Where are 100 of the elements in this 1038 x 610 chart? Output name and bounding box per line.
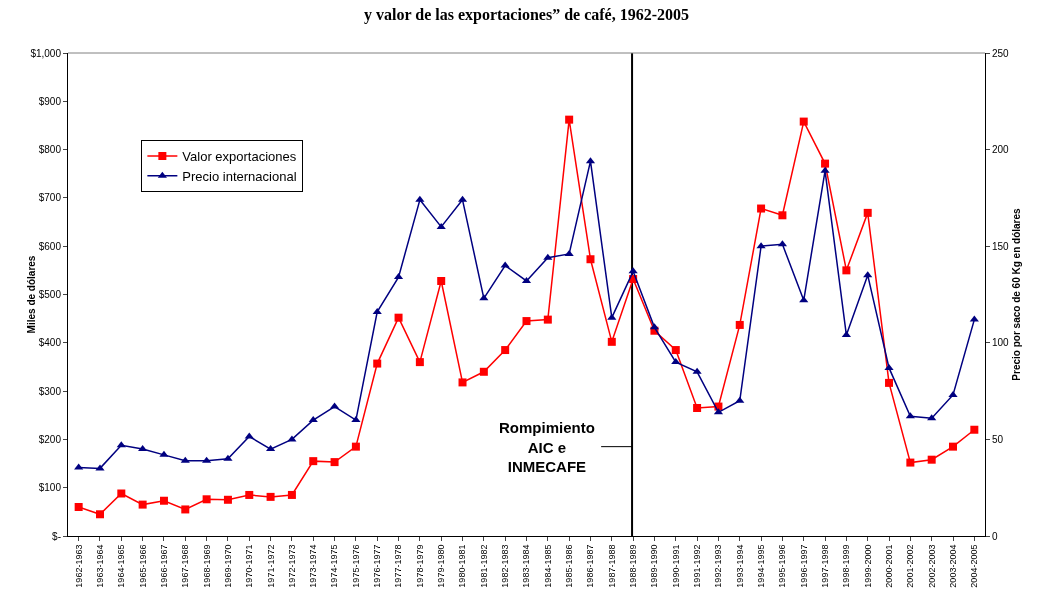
x-tick-label: 1972-1973 <box>286 544 297 588</box>
y-axis-title: Miles de dólares <box>25 255 37 334</box>
x-tick-label: 1990-1991 <box>670 544 681 588</box>
x-tick-label: 1998-1999 <box>841 544 852 588</box>
x-tick-label: 1992-1993 <box>713 544 724 588</box>
y-tick-label: $200 <box>38 433 62 445</box>
y-tick-label: $300 <box>38 385 62 397</box>
y2-axis-title: Precio por saco de 60 Kg en dólares <box>1011 207 1023 381</box>
point <box>181 505 190 514</box>
point <box>735 396 745 403</box>
point <box>820 166 830 173</box>
point <box>799 117 808 126</box>
point <box>394 313 403 322</box>
y-tick-label: $600 <box>38 240 62 252</box>
x-tick-label: 1994-1995 <box>756 544 767 588</box>
point <box>373 359 382 368</box>
point <box>309 457 318 466</box>
x-tick-label: 1988-1989 <box>628 544 639 588</box>
y2-tick-label: 100 <box>992 337 1010 349</box>
x-tick-label: 1996-1997 <box>798 544 809 588</box>
point <box>885 378 894 387</box>
point <box>970 425 979 434</box>
point <box>95 510 104 519</box>
x-tick-label: 2002-2003 <box>926 544 937 588</box>
point <box>117 489 126 498</box>
point <box>458 378 467 387</box>
x-tick-label: 2001-2002 <box>905 544 916 588</box>
x-tick-label: 1964-1965 <box>116 544 127 588</box>
y-tick-label: $800 <box>38 144 62 156</box>
point <box>415 195 425 202</box>
x-tick-label: 1987-1988 <box>606 544 617 588</box>
point <box>607 337 616 346</box>
x-tick-label: 2004-2005 <box>969 544 980 588</box>
point <box>522 317 531 326</box>
point <box>180 456 190 463</box>
point <box>821 159 830 168</box>
point <box>693 404 702 413</box>
y-tick-label: $1,000 <box>30 47 62 59</box>
y-tick-label: $700 <box>38 192 62 204</box>
point <box>330 458 339 467</box>
chart-title: y valor de las exportaciones” de café, 1962-2005 <box>364 6 689 25</box>
x-tick-label: 1985-1986 <box>564 544 575 588</box>
x-tick-label: 1968-1969 <box>201 544 212 588</box>
x-tick-label: 1984-1985 <box>542 544 553 588</box>
point <box>138 500 147 509</box>
point <box>842 266 851 275</box>
point <box>543 253 553 260</box>
y-tick-label: $500 <box>38 289 62 300</box>
x-tick-label: 1999-2000 <box>862 544 873 588</box>
point <box>671 346 680 355</box>
point <box>927 455 936 464</box>
point <box>905 412 915 419</box>
x-tick-label: 1971-1972 <box>265 544 276 588</box>
x-tick-label: 1997-1998 <box>819 544 830 588</box>
point <box>159 450 169 457</box>
point <box>415 358 424 367</box>
x-tick-label: 1974-1975 <box>329 544 340 588</box>
y-tick-label: $100 <box>38 482 62 494</box>
x-tick-label: 1965-1966 <box>137 544 148 588</box>
point <box>778 211 787 220</box>
x-tick-label: 2000-2001 <box>883 544 894 588</box>
point <box>757 204 766 213</box>
point <box>500 261 510 268</box>
ref-line-label: Rompimiento AIC e INMECAFE <box>499 419 595 475</box>
x-tick-label: 1967-1968 <box>180 544 191 588</box>
point <box>308 416 318 423</box>
point <box>735 320 744 329</box>
x-tick-label: 1976-1977 <box>372 544 383 588</box>
point <box>223 495 232 504</box>
y2-tick-label: 200 <box>992 144 1010 156</box>
y2-tick-label: 250 <box>992 47 1010 59</box>
x-tick-label: 1991-1992 <box>692 544 703 588</box>
x-tick-label: 1966-1967 <box>158 544 169 588</box>
point <box>692 367 702 374</box>
point <box>159 496 168 505</box>
point <box>479 367 488 376</box>
point <box>244 432 254 439</box>
point <box>564 249 574 256</box>
point <box>884 363 894 370</box>
point <box>927 414 937 421</box>
y2-tick-label: 50 <box>992 433 1004 445</box>
point <box>372 307 382 314</box>
point <box>841 331 851 338</box>
x-tick-label: 1993-1994 <box>734 544 745 588</box>
x-tick-label: 1977-1978 <box>393 544 404 588</box>
point <box>607 313 617 320</box>
point <box>671 358 681 365</box>
x-tick-label: 1970-1971 <box>244 544 255 588</box>
x-tick-label: 1981-1982 <box>478 544 489 588</box>
x-tick-label: 1980-1981 <box>457 544 468 588</box>
x-tick-label: 1983-1984 <box>521 544 532 588</box>
x-tick-label: 1962-1963 <box>73 544 84 588</box>
point <box>223 454 233 461</box>
x-tick-label: 1969-1970 <box>222 544 233 588</box>
y-tick-label: $- <box>52 530 61 542</box>
x-tick-label: 1973-1974 <box>308 544 319 588</box>
point <box>245 490 254 499</box>
point <box>202 456 212 463</box>
x-tick-label: 1982-1983 <box>500 544 511 588</box>
point <box>436 222 446 229</box>
